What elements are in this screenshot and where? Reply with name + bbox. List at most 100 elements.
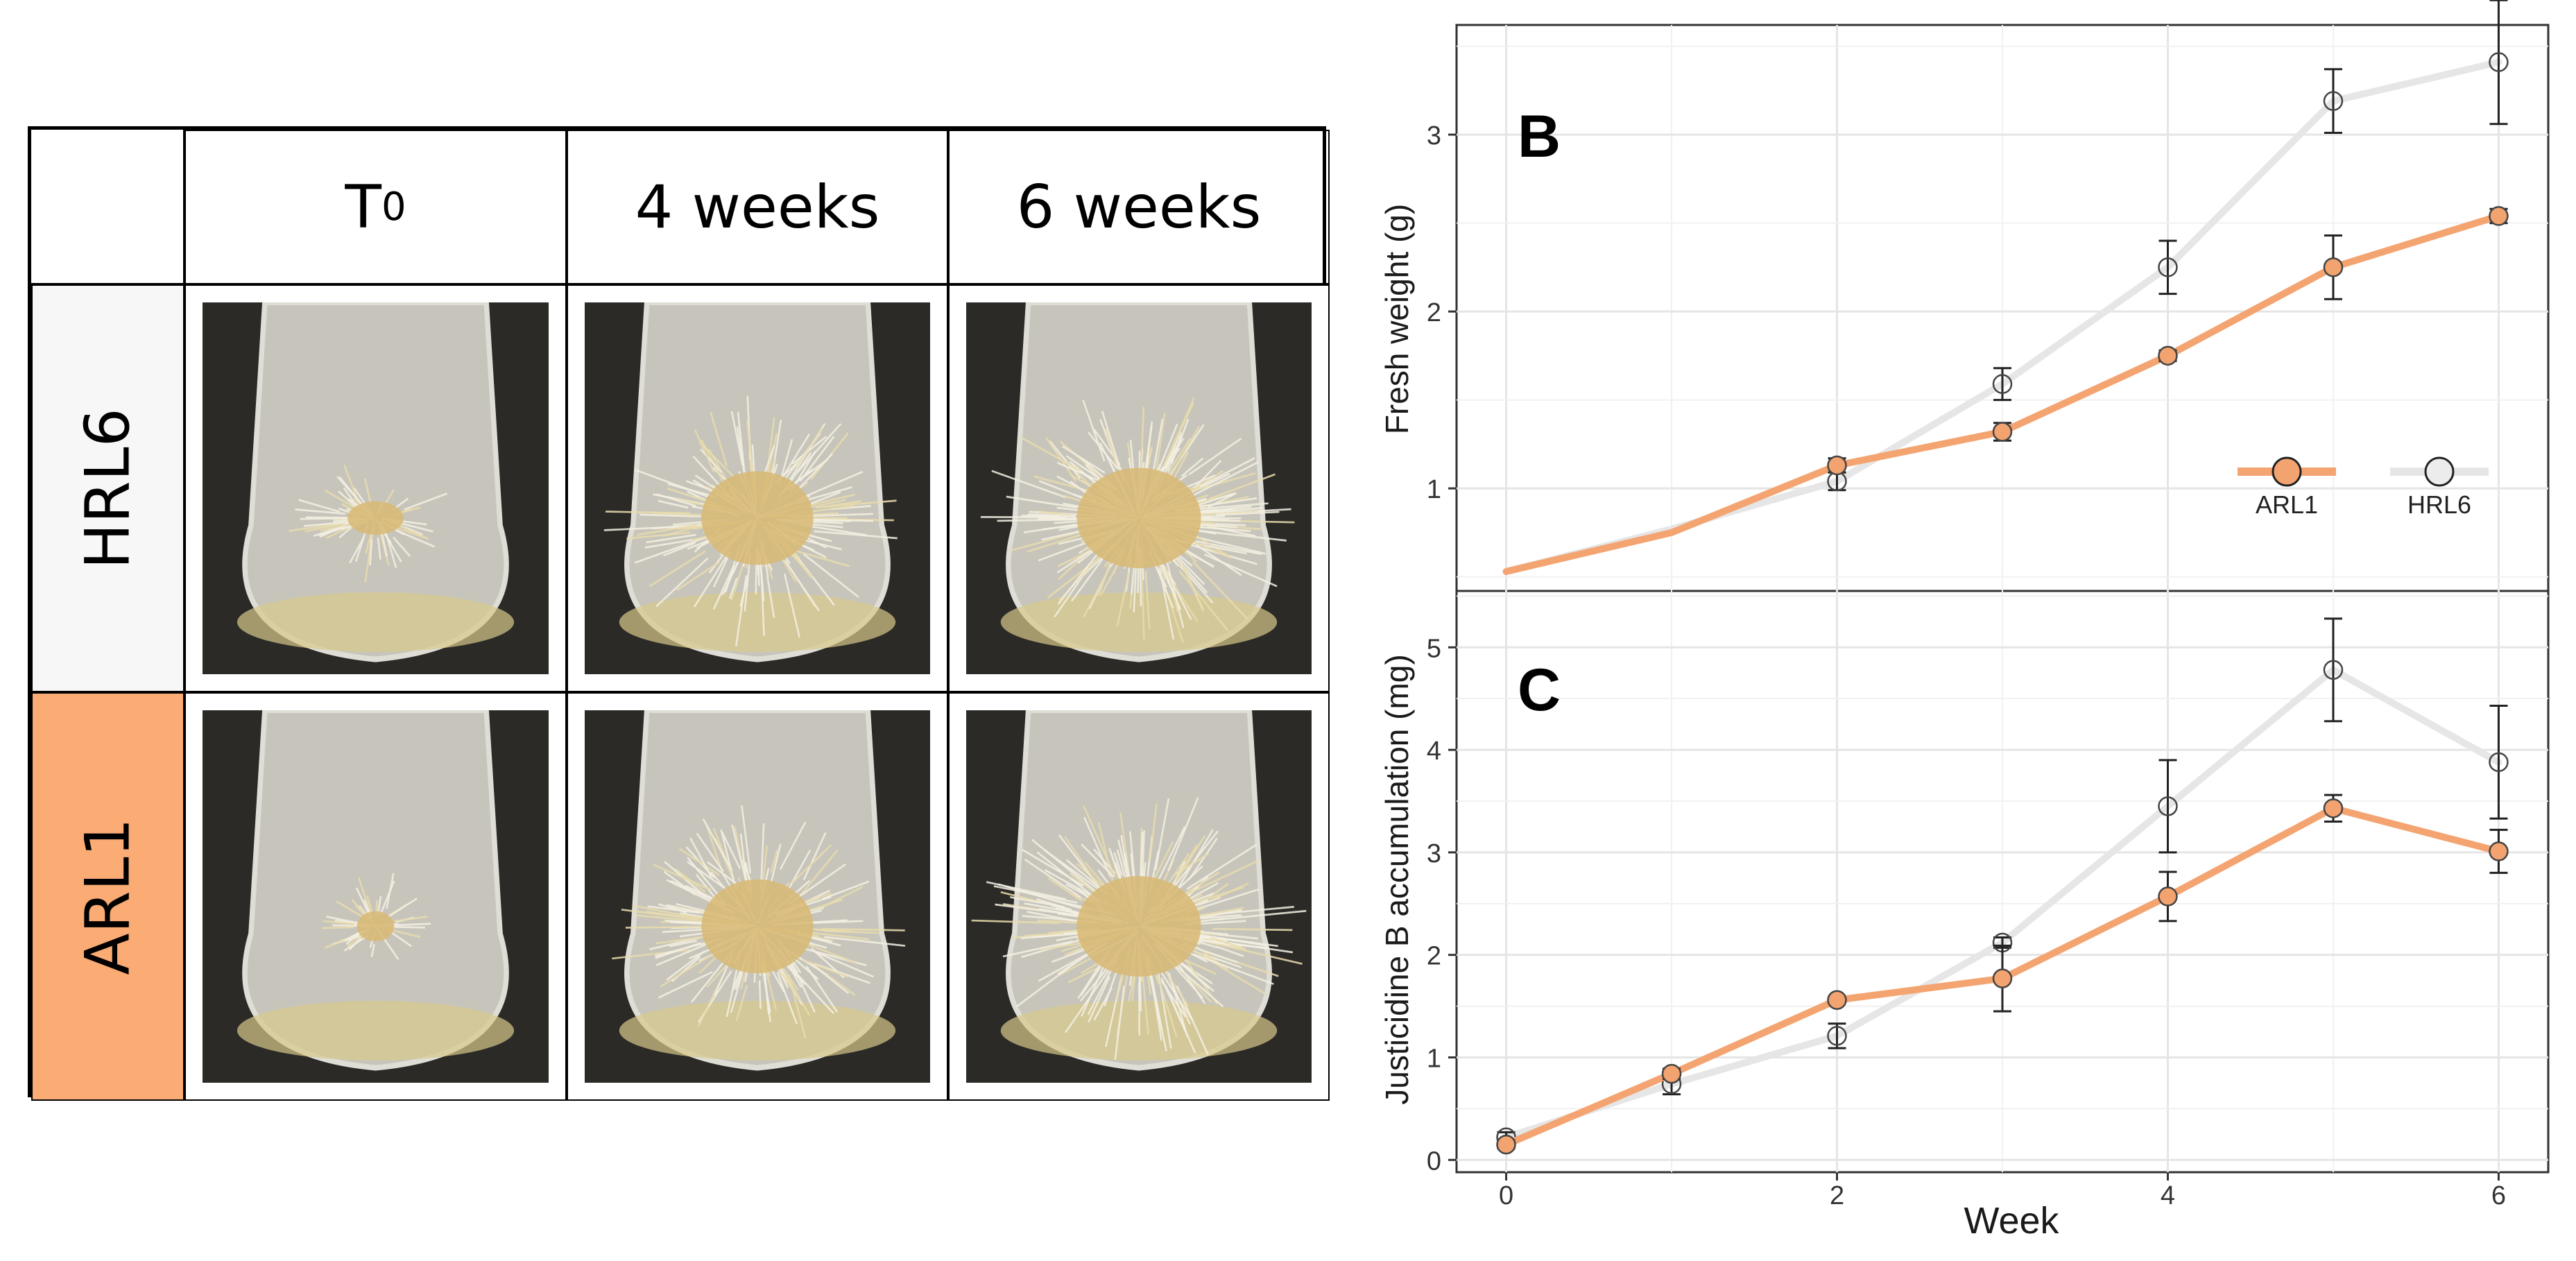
- chart-mark: [653, 864, 712, 891]
- chart-mark: [770, 850, 778, 873]
- photo-arl1-6-weeks: [948, 692, 1330, 1101]
- chart-mark: [658, 970, 713, 999]
- data-point-arl1: [1827, 990, 1847, 1010]
- chart-mark: [1187, 472, 1256, 493]
- chart-mark: [1191, 470, 1223, 492]
- chart-mark: [357, 911, 395, 942]
- chart-mark: [637, 524, 697, 536]
- chart-mark: [393, 536, 411, 558]
- flask-photo: [585, 710, 930, 1083]
- chart-mark: [821, 886, 864, 909]
- row-header-arl1: ARL1: [31, 692, 184, 1101]
- chart-mark: [791, 436, 827, 465]
- chart-mark: [655, 557, 709, 608]
- chart-mark: [1140, 561, 1145, 640]
- error-bar-hrl6: [2489, 705, 2508, 820]
- chart-mark: [799, 436, 835, 482]
- data-point-hrl6: [2158, 796, 2178, 816]
- chart-mark: [1031, 839, 1097, 892]
- chart-mark: [626, 531, 691, 540]
- chart-mark: [739, 577, 749, 608]
- chart-mark: [1183, 567, 1204, 610]
- chart-mark: [1151, 841, 1174, 884]
- chart-mark: [1167, 797, 1199, 871]
- chart-mark: [1186, 843, 1257, 891]
- chart-mark: [652, 523, 710, 530]
- chart-mark: [336, 900, 367, 920]
- chart-mark: [1113, 852, 1123, 876]
- x-tick-label: 0: [1499, 1181, 1513, 1210]
- chart-mark: [789, 966, 834, 1015]
- chart-mark: [1022, 848, 1084, 887]
- panel-b-gridlines: [1457, 25, 2548, 591]
- chart-mark: [679, 848, 721, 877]
- chart-mark: [1159, 558, 1178, 603]
- chart-mark: [389, 930, 412, 947]
- error-bar-hrl6: [2324, 68, 2342, 135]
- chart-mark: [655, 941, 713, 966]
- chart-mark: [693, 554, 729, 608]
- chart-mark: [646, 533, 696, 544]
- chart-mark: [998, 883, 1086, 911]
- chart-mark: [379, 880, 395, 916]
- chart-mark: [701, 471, 814, 565]
- chart-mark: [814, 950, 875, 978]
- chart-mark: [783, 573, 800, 638]
- chart-mark: [1044, 849, 1099, 890]
- legend: ARL1 HRL6: [2238, 456, 2489, 519]
- chart-mark: [343, 465, 359, 502]
- column-header-6-weeks: 6 weeks: [948, 130, 1330, 284]
- chart-mark: [720, 829, 737, 890]
- chart-mark: [1169, 959, 1224, 1008]
- chart-mark: [991, 470, 1067, 499]
- chart-mark: [363, 478, 372, 505]
- chart-mark: [791, 844, 832, 884]
- chart-mark: [707, 861, 739, 886]
- chart-mark: [1208, 473, 1276, 500]
- chart-mark: [814, 530, 898, 540]
- chart-mark: [322, 926, 354, 929]
- panel-c-series: [1496, 617, 2509, 1155]
- chart-mark: [663, 542, 696, 557]
- photo-arl1-t0: [184, 692, 567, 1101]
- chart-mark: [289, 522, 341, 532]
- chart-mark: [1216, 511, 1280, 516]
- chart-mark: [1082, 400, 1106, 462]
- chart-mark: [1194, 534, 1229, 557]
- chart-mark: [701, 879, 814, 974]
- chart-mark: [377, 538, 381, 560]
- chart-mark: [1024, 932, 1065, 937]
- chart-mark: [1165, 560, 1185, 628]
- chart-mark: [1083, 805, 1116, 877]
- x-ticks: 0 2 4 6: [1499, 1172, 2506, 1210]
- chart-mark: [971, 919, 1060, 925]
- chart-mark: [619, 592, 896, 652]
- chart-mark: [1064, 836, 1103, 892]
- chart-mark: [1188, 438, 1242, 476]
- legend-marker-arl1: [2272, 456, 2302, 487]
- chart-mark: [741, 805, 752, 874]
- chart-mark: [1162, 402, 1194, 467]
- chart-mark: [810, 491, 841, 505]
- chart-mark: [1184, 859, 1260, 896]
- panel-b-series: [1502, 0, 2509, 575]
- y-tick-label: 0: [1427, 1147, 1441, 1176]
- chart-mark: [1211, 882, 1249, 901]
- chart-mark: [1024, 858, 1081, 898]
- y-tick-label: 5: [1427, 634, 1441, 663]
- chart-mark: [369, 539, 373, 566]
- chart-mark: [1194, 492, 1235, 507]
- chart-mark: [1081, 962, 1106, 1017]
- chart-mark: [995, 903, 1088, 918]
- chart-mark: [1192, 506, 1252, 514]
- chart-mark: [1158, 825, 1186, 881]
- chart-mark: [1193, 529, 1287, 542]
- chart-mark: [1027, 513, 1076, 517]
- chart-mark: [1088, 976, 1110, 1022]
- chart-mark: [1185, 888, 1260, 913]
- panel-b-letter: B: [1518, 103, 1561, 170]
- chart-mark: [1081, 843, 1115, 878]
- chart-mark: [1002, 940, 1073, 958]
- chart-mark: [1038, 510, 1074, 517]
